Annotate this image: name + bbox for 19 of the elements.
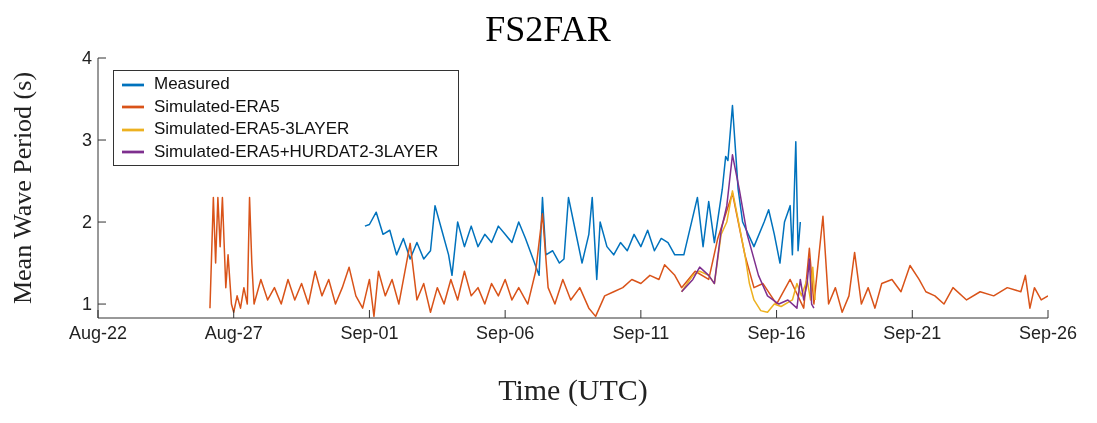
- legend-label: Simulated-ERA5-3LAYER: [154, 119, 350, 139]
- x-tick-label: Sep-01: [340, 322, 399, 343]
- legend-label: Simulated-ERA5: [154, 96, 280, 116]
- y-tick-label: 1: [81, 294, 92, 315]
- x-tick-label: Sep-21: [883, 322, 942, 343]
- y-axis-title: Mean Wave Period (s): [8, 71, 38, 305]
- x-tick-label: Sep-16: [747, 322, 806, 343]
- x-tick-label: Sep-06: [476, 322, 535, 343]
- y-tick-label: 3: [81, 130, 92, 151]
- x-tick-label: Sep-26: [1018, 322, 1078, 343]
- x-tick-label: Aug-22: [68, 322, 128, 343]
- x-tick-label: Sep-11: [612, 322, 670, 343]
- y-tick-label: 4: [81, 48, 92, 69]
- legend-label: Simulated-ERA5+HURDAT2-3LAYER: [154, 141, 439, 161]
- x-tick-label: Aug-27: [204, 322, 263, 343]
- y-tick-label: 2: [81, 212, 92, 233]
- x-axis-title: Time (UTC): [498, 373, 648, 407]
- legend-label: Measured: [154, 74, 230, 93]
- chart-title: FS2FAR: [484, 8, 612, 50]
